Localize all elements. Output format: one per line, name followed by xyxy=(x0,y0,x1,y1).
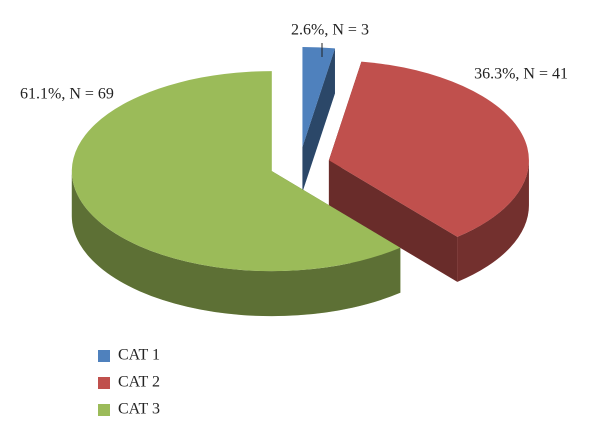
slice-shade xyxy=(71,171,401,317)
legend-label: CAT 2 xyxy=(118,374,160,391)
data-label: 36.3%, N = 41 xyxy=(474,66,568,83)
legend-swatch xyxy=(98,377,110,389)
slice-shade xyxy=(328,160,458,282)
legend-swatch xyxy=(98,404,110,416)
legend-swatch xyxy=(98,350,110,362)
slice-shade xyxy=(457,160,529,282)
legend-label: CAT 1 xyxy=(118,347,160,364)
slice-group xyxy=(328,61,529,282)
data-label: 2.6%, N = 3 xyxy=(291,22,369,39)
data-label: 61.1%, N = 69 xyxy=(20,86,114,103)
slice-side xyxy=(457,160,529,282)
slice-group xyxy=(302,47,335,193)
pie-slice xyxy=(71,71,401,272)
pie-slice xyxy=(302,47,335,148)
pie-slice xyxy=(328,61,529,237)
slice-group xyxy=(71,71,401,317)
slice-side xyxy=(302,48,335,193)
slice-shade xyxy=(302,48,335,193)
slice-side xyxy=(71,171,401,317)
legend-label: CAT 3 xyxy=(118,401,160,418)
slice-side xyxy=(328,160,458,282)
